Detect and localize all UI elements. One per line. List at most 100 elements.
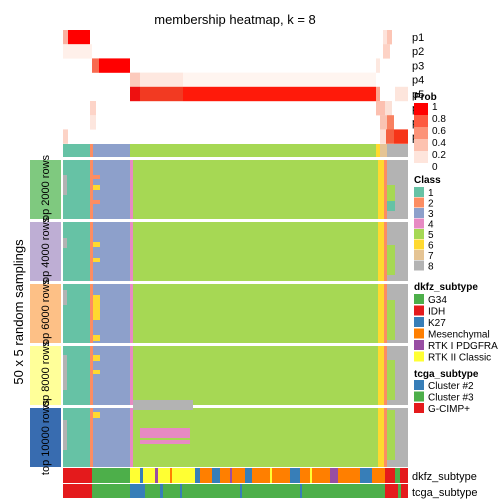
prob-row-label-p5: p5 <box>412 89 424 101</box>
tcga-cell-6 <box>401 484 408 498</box>
dkfz-cell-3 <box>135 468 195 483</box>
dkfz-cell-7 <box>220 468 245 483</box>
prob-cell-p4-1 <box>140 72 183 87</box>
prob-legend-tick-0: 1 <box>432 102 438 113</box>
prob-cell-p8-1 <box>380 129 386 144</box>
dkfz-stripe-4 <box>270 468 272 483</box>
dkfz-cell-8 <box>245 468 252 483</box>
prob-cell-p4-0 <box>130 72 140 87</box>
class-cell-0 <box>63 144 90 157</box>
dkfz-legend-label-2: K27 <box>428 318 446 329</box>
prob-cell-p5-0 <box>130 86 140 102</box>
membership-block-0-cell-5 <box>378 160 384 219</box>
membership-variation-10 <box>387 245 395 275</box>
prob-cell-p7-2 <box>387 115 394 130</box>
dkfz-cell-17 <box>395 468 400 483</box>
membership-variation-22 <box>140 440 190 444</box>
prob-legend-swatch-0 <box>414 103 428 115</box>
block-separator-3 <box>63 405 408 408</box>
membership-block-4-cell-6 <box>384 408 387 467</box>
dkfz-legend-label-4: RTK I PDGFRA <box>428 341 498 352</box>
dkfz-legend-label-0: G34 <box>428 295 447 306</box>
membership-block-0-cell-0 <box>63 160 90 219</box>
row-group-bar-0 <box>30 160 61 219</box>
tcga-cell-1 <box>92 484 130 498</box>
class-legend-swatch-6 <box>414 239 424 250</box>
membership-block-3-cell-5 <box>378 346 384 405</box>
class-cell-2 <box>93 144 130 157</box>
tcga-stripe-3 <box>300 484 302 498</box>
class-legend-title: Class <box>414 175 441 186</box>
prob-cell-p2-1 <box>383 44 390 59</box>
tcga-row-label: tcga_subtype <box>412 487 477 499</box>
legends: Prob10.80.60.40.20Class12345678dkfz_subt… <box>414 92 498 415</box>
dkfz-cell-0 <box>63 468 92 483</box>
membership-block-3-cell-2 <box>93 346 130 405</box>
row-group-bar-3 <box>30 346 61 405</box>
membership-block-4-cell-3 <box>130 408 133 467</box>
membership-variation-16 <box>93 370 100 374</box>
dkfz-legend-label-1: IDH <box>428 307 445 318</box>
dkfz-cell-14 <box>360 468 372 483</box>
dkfz-cell-5 <box>200 468 212 483</box>
membership-variation-2 <box>93 200 100 204</box>
block-separator-1 <box>63 281 408 284</box>
row-group-label-0: top 2000 rows <box>40 154 52 224</box>
dkfz-legend-swatch-1 <box>414 305 424 316</box>
prob-cell-p6-1 <box>376 101 385 116</box>
membership-variation-17 <box>63 355 67 390</box>
tcga-legend-swatch-0 <box>414 380 424 390</box>
prob-cell-p8-3 <box>394 129 408 144</box>
tcga-cell-0 <box>63 484 92 498</box>
prob-cell-p4-2 <box>183 72 376 87</box>
prob-cell-p7-0 <box>90 115 96 130</box>
prob-cell-p1-2 <box>383 30 387 45</box>
dkfz-legend-swatch-3 <box>414 328 424 339</box>
prob-cell-p8-2 <box>386 129 394 144</box>
row-group-bar-1 <box>30 222 61 281</box>
dkfz-legend-swatch-0 <box>414 294 424 304</box>
membership-block-0-cell-3 <box>130 160 133 219</box>
dkfz-stripe-5 <box>310 468 312 483</box>
membership-block-1-cell-3 <box>130 222 133 281</box>
membership-block-1-cell-0 <box>63 222 90 281</box>
dkfz-stripe-3 <box>230 468 232 483</box>
membership-variation-24 <box>93 412 100 418</box>
block-separator-0 <box>63 219 408 222</box>
annotation-rows <box>63 468 408 498</box>
row-group-label-3: top 8000 rows <box>40 340 52 410</box>
tcga-legend-label-0: Cluster #2 <box>428 381 474 392</box>
class-cell-3 <box>130 144 376 157</box>
prob-row-label-p2: p2 <box>412 46 424 58</box>
prob-cell-p1-3 <box>387 30 392 45</box>
dkfz-legend-swatch-5 <box>414 351 424 362</box>
dkfz-legend-swatch-4 <box>414 340 424 350</box>
class-legend-label-3: 3 <box>428 209 434 220</box>
class-legend-swatch-7 <box>414 250 424 260</box>
class-legend-label-1: 1 <box>428 188 434 199</box>
annotation-row-labels: dkfz_subtype tcga_subtype <box>412 471 477 499</box>
membership-variation-9 <box>63 238 67 248</box>
dkfz-cell-6 <box>212 468 220 483</box>
membership-block-3-cell-4 <box>133 346 378 405</box>
membership-variation-3 <box>63 175 67 195</box>
block-separator-2 <box>63 343 408 346</box>
membership-variation-11 <box>93 295 100 320</box>
membership-heatmap-body <box>63 160 408 470</box>
dkfz-stripe-1 <box>155 468 158 483</box>
tcga-legend-swatch-1 <box>414 391 424 402</box>
tcga-legend-label-1: Cluster #3 <box>428 393 474 404</box>
membership-variation-7 <box>93 242 100 247</box>
prob-cell-p6-0 <box>90 101 96 116</box>
prob-cell-p2-0 <box>63 44 92 59</box>
membership-variation-13 <box>63 290 67 305</box>
prob-legend-swatch-5 <box>414 163 428 175</box>
dkfz-cell-12 <box>330 468 338 483</box>
class-legend-label-5: 5 <box>428 230 434 241</box>
class-legend-label-8: 8 <box>428 262 434 273</box>
membership-block-1-cell-1 <box>90 222 93 281</box>
row-group-label-4: top 10000 rows <box>40 399 52 475</box>
membership-block-2-cell-1 <box>90 284 93 343</box>
